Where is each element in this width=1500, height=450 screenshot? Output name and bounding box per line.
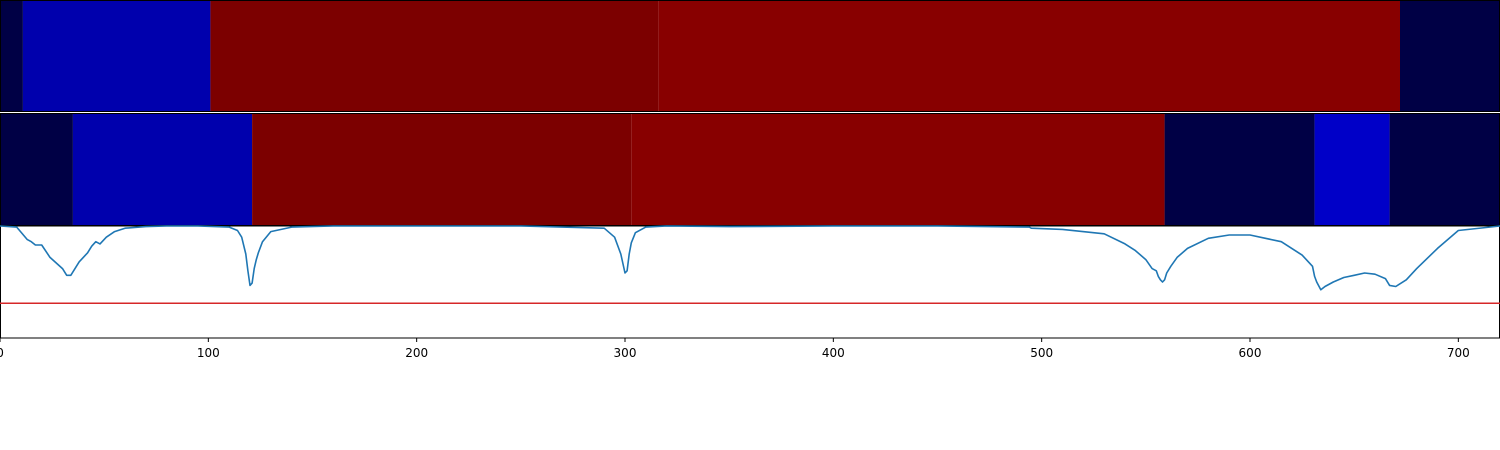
x-tick-label-200: 200 bbox=[405, 346, 428, 360]
x-tick-label-100: 100 bbox=[197, 346, 220, 360]
heatmap-strip-1 bbox=[0, 0, 1500, 112]
x-axis: 0 100 200 300 400 500 600 700 bbox=[0, 338, 1470, 360]
signal-line bbox=[0, 225, 1500, 291]
x-tick-label-0: 0 bbox=[0, 346, 4, 360]
heatmap-strip-2 bbox=[0, 113, 1500, 226]
line-panel-frame bbox=[0, 225, 1500, 339]
x-tick-label-600: 600 bbox=[1239, 346, 1262, 360]
heatmap-1-segment-1 bbox=[0, 0, 23, 112]
x-tick-label-400: 400 bbox=[822, 346, 845, 360]
heatmap-1-segment-2 bbox=[22, 0, 211, 112]
heatmap-2-segment-7 bbox=[1389, 113, 1500, 226]
x-tick-label-700: 700 bbox=[1447, 346, 1470, 360]
heatmap-1-segment-4 bbox=[658, 0, 1400, 112]
heatmap-1-segment-5 bbox=[1400, 0, 1500, 112]
heatmap-2-segment-6 bbox=[1314, 113, 1390, 226]
heatmap-2-segment-5 bbox=[1164, 113, 1315, 226]
heatmap-1-segment-3 bbox=[210, 0, 659, 112]
line-panel bbox=[0, 225, 1500, 339]
x-tick-label-300: 300 bbox=[614, 346, 637, 360]
heatmap-2-segment-3 bbox=[252, 113, 632, 226]
heatmap-2-segment-2 bbox=[72, 113, 253, 226]
x-tick-label-500: 500 bbox=[1030, 346, 1053, 360]
heatmap-2-segment-1 bbox=[0, 113, 73, 226]
heatmap-2-segment-4 bbox=[631, 113, 1165, 226]
